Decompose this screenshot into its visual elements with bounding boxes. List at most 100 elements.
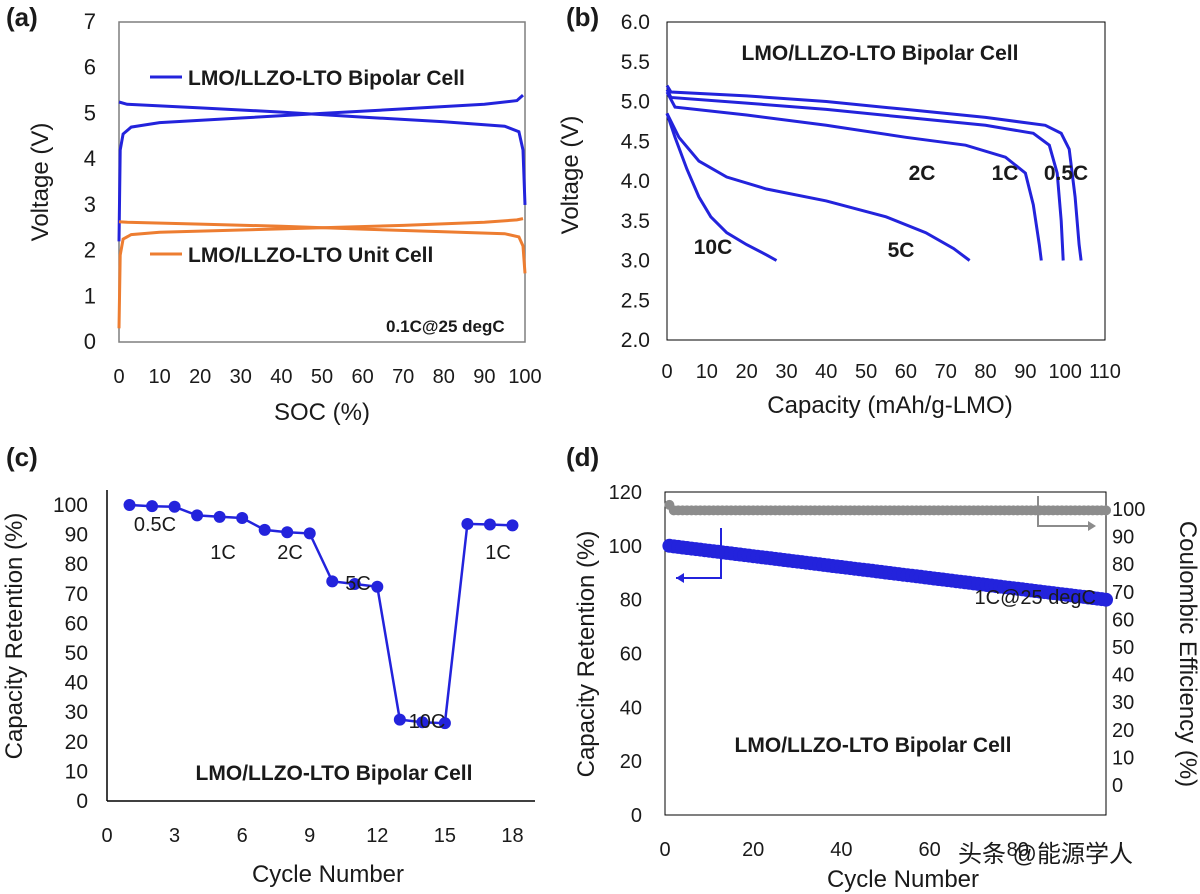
chart-a-xtick-1: 10 — [148, 366, 170, 388]
chart-c-ytick-5: 50 — [65, 642, 88, 665]
chart-d-y2-ytick-2: 20 — [1112, 720, 1134, 742]
chart-c-ytick-8: 80 — [65, 553, 88, 576]
chart-c-ytick-10: 100 — [53, 494, 88, 517]
series-c-point-16 — [483, 518, 496, 531]
chart-b-xtick-11: 110 — [1089, 361, 1121, 383]
chart-d-ytick-2: 40 — [620, 697, 642, 719]
curve-label-0.5c: 0.5C — [1044, 162, 1088, 185]
chart-a-xtick-2: 20 — [189, 366, 211, 388]
series-b-5c — [665, 112, 971, 262]
chart-d-ytick-1: 20 — [620, 751, 642, 773]
chart-d-y2-ytick-8: 80 — [1112, 554, 1134, 576]
legend-a-unit-label: LMO/LLZO-LTO Unit Cell — [188, 244, 433, 267]
chart-b-ytick-2: 3.0 — [621, 250, 650, 273]
series-a-orange-discharge — [118, 220, 527, 274]
chart-a-ytick-1: 1 — [84, 283, 96, 308]
chart-b-ytick-3: 3.5 — [621, 210, 650, 233]
chart-c-ytick-4: 40 — [65, 672, 88, 695]
chart-c-ytick-0: 0 — [76, 790, 88, 813]
series-c-point-8 — [303, 527, 316, 540]
chart-a-ytick-5: 5 — [84, 100, 96, 125]
left-axis-arrow — [676, 528, 722, 579]
chart-c-xtick-3: 9 — [304, 825, 315, 847]
rate-label-1c: 1C — [210, 542, 236, 564]
chart-c-ytick-7: 70 — [65, 583, 88, 606]
chart-b-ytick-1: 2.5 — [621, 289, 650, 312]
rate-label-0.5c: 0.5C — [134, 514, 176, 536]
chart-b-ytick-6: 5.0 — [621, 91, 650, 114]
chart-b-xtick-2: 20 — [736, 361, 758, 383]
panel-label-d: (d) — [566, 442, 599, 472]
chart-b-ytick-8: 6.0 — [621, 11, 650, 34]
chart-c-ytick-9: 90 — [65, 524, 88, 547]
right-axis-arrow-head — [1088, 521, 1096, 531]
chart-c-xtick-2: 6 — [237, 825, 248, 847]
chart-d-annotation: 1C@25 degC — [975, 587, 1096, 609]
series-c-line — [129, 503, 513, 725]
chart-b-xtick-3: 30 — [775, 361, 797, 383]
chart-d-y2-ytick-10: 100 — [1112, 499, 1145, 521]
left-axis-arrow-head — [676, 573, 684, 583]
chart-b-xtick-6: 60 — [895, 361, 917, 383]
series-a-orange-charge — [117, 217, 524, 329]
rate-label-1c-recovery: 1C — [485, 542, 511, 564]
curve-label-5c: 5C — [888, 239, 915, 262]
chart-c-xtick-5: 15 — [434, 825, 456, 847]
panel-label-a: (a) — [6, 2, 38, 32]
chart-b-xtick-4: 40 — [815, 361, 837, 383]
chart-d-y2-ytick-1: 10 — [1112, 747, 1134, 769]
chart-c-xtick-4: 12 — [366, 825, 388, 847]
series-b-10c — [665, 112, 778, 262]
chart-d-y2-ytick-5: 50 — [1112, 637, 1134, 659]
chart-d-xtick-1: 20 — [742, 839, 764, 861]
curve-label-1c: 1C — [992, 162, 1019, 185]
chart-a-xtick-3: 30 — [230, 366, 252, 388]
series-c-point-12 — [393, 713, 406, 726]
chart-a-annotation: 0.1C@25 degC — [386, 317, 505, 336]
chart-a-ytick-2: 2 — [84, 238, 96, 263]
chart-c-ytick-2: 20 — [65, 731, 88, 754]
chart-d-xtick-2: 40 — [830, 839, 852, 861]
series-c-point-7 — [281, 526, 294, 539]
chart-c: 0 10 20 30 40 50 60 70 80 90 100 0 3 6 9 12 15 18 Capaci… — [1, 490, 535, 888]
chart-b-xtick-9: 90 — [1014, 361, 1036, 383]
series-c-point-6 — [258, 523, 271, 536]
chart-c-xtick-1: 3 — [169, 825, 180, 847]
chart-b-xtick-1: 10 — [696, 361, 718, 383]
chart-d-y2-ytick-3: 30 — [1112, 692, 1134, 714]
chart-a-xtick-6: 60 — [351, 366, 373, 388]
chart-a-xtick-0: 0 — [113, 366, 124, 388]
chart-b-ylabel: Voltage (V) — [557, 116, 584, 235]
chart-b-ytick-0: 2.0 — [621, 329, 650, 352]
series-c-point-5 — [236, 512, 249, 525]
chart-d-frame — [664, 491, 1107, 816]
chart-d-y2-ytick-6: 60 — [1112, 609, 1134, 631]
chart-b-frame — [666, 21, 1106, 341]
chart-d-y2-ytick-4: 40 — [1112, 665, 1134, 687]
chart-a-ytick-7: 7 — [84, 9, 96, 34]
watermark-text: 头条 @能源学人 — [958, 841, 1133, 868]
series-c-point-17 — [506, 519, 519, 532]
series-b-0.5c — [665, 84, 1083, 261]
chart-b-title: LMO/LLZO-LTO Bipolar Cell — [742, 42, 1019, 65]
chart-b-ytick-7: 5.5 — [621, 51, 650, 74]
chart-d: 0 20 40 60 80 100 120 0 10 20 30 40 50 60 70 80 90 100 0… — [573, 482, 1200, 893]
chart-c-title: LMO/LLZO-LTO Bipolar Cell — [196, 762, 473, 785]
curve-label-2c: 2C — [909, 162, 936, 185]
chart-b-xtick-5: 50 — [855, 361, 877, 383]
ce-point-100 — [1101, 505, 1111, 516]
chart-c-ytick-1: 10 — [65, 760, 88, 783]
chart-c-xtick-6: 18 — [501, 825, 523, 847]
series-c-point-10 — [348, 578, 361, 591]
series-b-2c — [665, 91, 1043, 261]
series-c-point-13 — [416, 716, 429, 729]
chart-a: 0 1 2 3 4 5 6 7 0 10 20 30 40 50 60 70 80 90 100 Voltage … — [27, 9, 542, 426]
curve-label-10c: 10C — [694, 236, 733, 259]
chart-a-xtick-5: 50 — [311, 366, 333, 388]
chart-a-ytick-6: 6 — [84, 55, 96, 80]
chart-b-xtick-8: 80 — [974, 361, 996, 383]
chart-a-xtick-9: 90 — [473, 366, 495, 388]
chart-c-ytick-6: 60 — [65, 612, 88, 635]
chart-d-xtick-0: 0 — [659, 839, 670, 861]
chart-d-ytick-4: 80 — [620, 590, 642, 612]
